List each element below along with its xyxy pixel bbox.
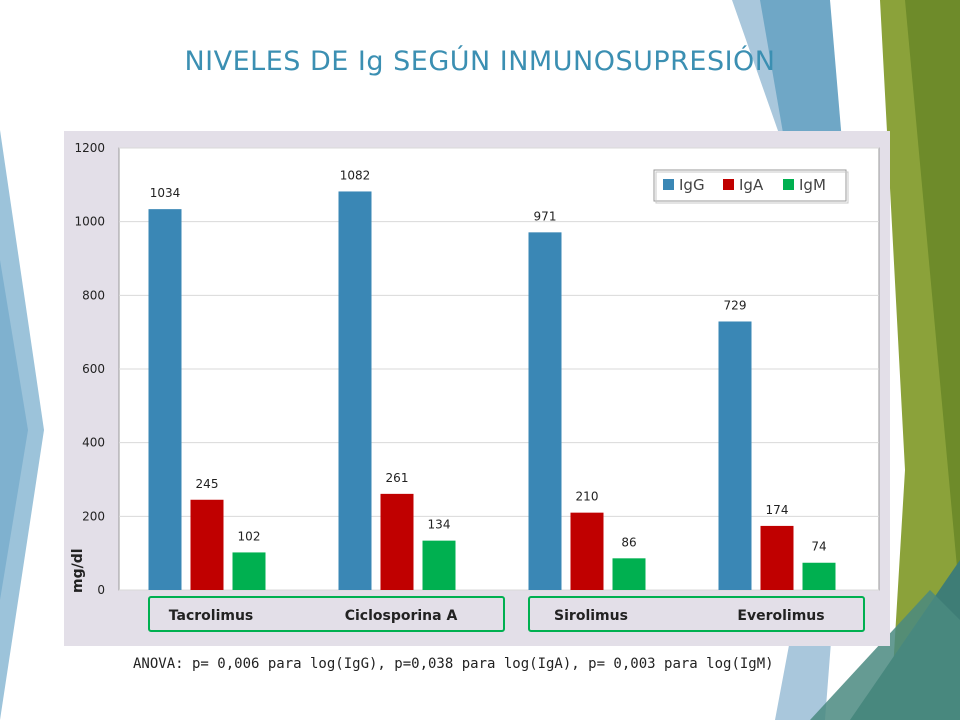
- legend-box: [653, 169, 847, 202]
- x-tick-label: Tacrolimus: [169, 608, 254, 624]
- category-group-box: [528, 596, 865, 632]
- x-tick-label: Ciclosporina A: [345, 608, 458, 624]
- data-label: 174: [766, 503, 789, 517]
- y-tick-label: 600: [82, 362, 105, 376]
- legend-shadow: [655, 171, 849, 204]
- y-tick-label: 1200: [74, 141, 105, 155]
- data-label: 102: [238, 529, 261, 543]
- x-tick-label: Sirolimus: [554, 608, 628, 624]
- y-tick-label: 200: [82, 509, 105, 523]
- legend-label-igm: IgM: [799, 176, 826, 194]
- y-tick-label: 800: [82, 288, 105, 302]
- y-tick-label: 0: [97, 583, 105, 597]
- slide-title: NIVELES DE Ig SEGÚN INMUNOSUPRESIÓN: [184, 46, 776, 77]
- bar-iga: [570, 512, 604, 590]
- x-tick-label: Everolimus: [737, 608, 824, 624]
- data-label: 86: [621, 535, 636, 549]
- bar-igm: [612, 558, 646, 590]
- data-label: 134: [428, 518, 451, 532]
- data-label: 971: [534, 209, 557, 223]
- bars: [148, 191, 836, 591]
- legend-swatch-igm: [783, 179, 794, 190]
- legend-label-iga: IgA: [739, 176, 764, 194]
- data-label: 74: [811, 540, 826, 554]
- data-label: 245: [196, 477, 219, 491]
- y-tick-label: 400: [82, 436, 105, 450]
- bar-igm: [802, 562, 836, 590]
- data-label: 261: [386, 471, 409, 485]
- data-label: 729: [724, 298, 747, 312]
- legend-swatch-iga: [723, 179, 734, 190]
- y-axis-label: mg/dl: [70, 548, 86, 593]
- y-axis-ticks: 0 200 400 600 800 1000 1200: [74, 141, 105, 597]
- y-tick-label: 1000: [74, 215, 105, 229]
- data-label: 1082: [340, 168, 371, 182]
- bar-iga: [190, 499, 224, 590]
- anova-footnote: ANOVA: p= 0,006 para log(IgG), p=0,038 p…: [133, 656, 774, 672]
- category-group-box: [148, 596, 505, 632]
- legend: IgG IgA IgM: [653, 169, 849, 204]
- bar-igm: [232, 552, 266, 590]
- data-labels: 1034 245 102 1082 261 134 971 210 86 729 174 74: [150, 168, 827, 553]
- bar-igm: [422, 540, 456, 590]
- bar-igg: [528, 232, 562, 590]
- bar-iga: [760, 525, 794, 590]
- chart-panel: 0 200 400 600 800 1000 1200 1034 245 102 1082 261 1…: [64, 131, 890, 646]
- legend-swatch-igg: [663, 179, 674, 190]
- data-label: 210: [576, 490, 599, 504]
- bar-igg: [148, 209, 182, 590]
- bar-igg: [338, 191, 372, 591]
- data-label: 1034: [150, 186, 181, 200]
- category-groups: Tacrolimus Ciclosporina A Sirolimus Everoli…: [148, 596, 865, 632]
- left-decor-triangle: [0, 130, 44, 720]
- bar-iga: [380, 493, 414, 590]
- bar-igg: [718, 321, 752, 590]
- legend-label-igg: IgG: [679, 176, 705, 194]
